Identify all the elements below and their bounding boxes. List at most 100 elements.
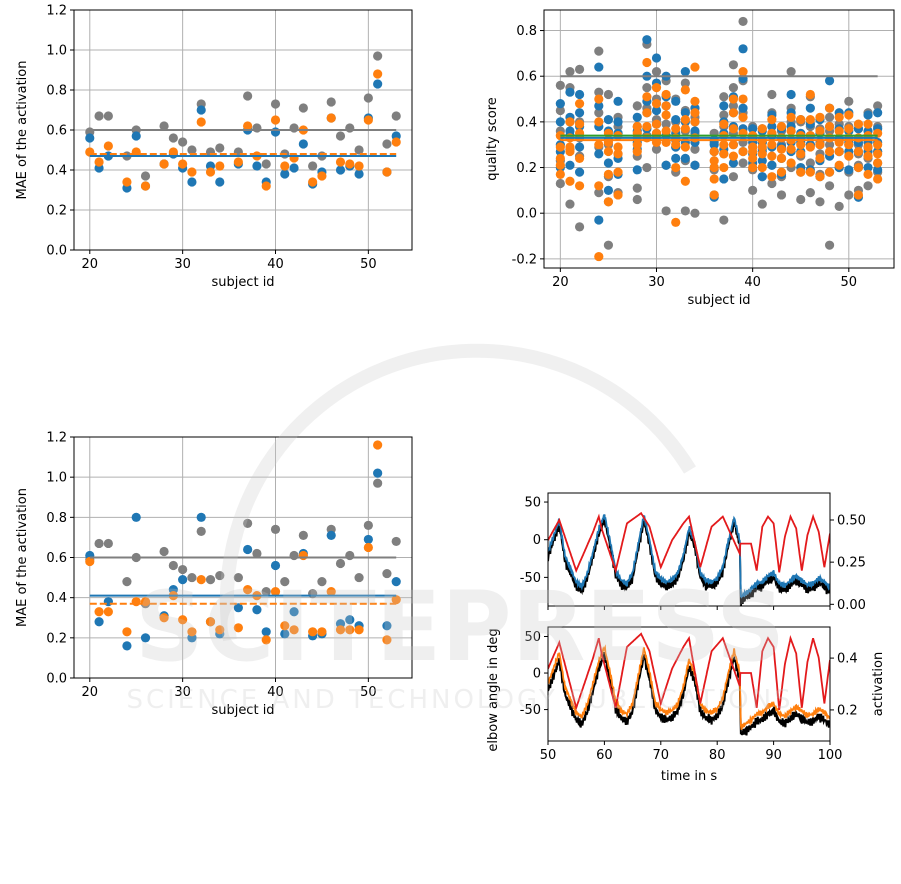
panel-lines	[548, 632, 830, 736]
data-point-grey	[651, 67, 662, 77]
data-point-orange	[178, 615, 188, 625]
data-point-blue	[594, 101, 604, 111]
data-point-orange	[335, 157, 346, 167]
data-point-orange	[815, 112, 825, 122]
data-point-orange	[796, 114, 806, 125]
data-point-grey	[603, 240, 614, 250]
y-tick-label: 0.2	[46, 631, 67, 646]
data-point-orange	[85, 556, 95, 567]
data-point-blue	[298, 139, 308, 149]
data-point-orange	[243, 121, 253, 131]
data-point-blue	[326, 530, 336, 541]
data-point-grey	[767, 89, 777, 100]
data-point-grey	[555, 178, 565, 189]
data-point-grey	[178, 564, 188, 575]
data-point-blue	[187, 177, 197, 187]
data-point-orange	[594, 251, 604, 262]
data-point-orange	[815, 172, 825, 182]
data-point-orange	[345, 625, 355, 635]
data-point-blue	[767, 121, 777, 132]
data-point-grey	[728, 60, 739, 70]
data-point-grey	[748, 185, 758, 195]
y-tick-label-left: 0	[533, 667, 541, 682]
x-tick-label: 40	[744, 275, 761, 290]
data-point-grey	[205, 574, 216, 585]
panel-2: -50 0 50 0.2 0.4 50 60 70 80 90 100	[520, 626, 858, 763]
data-point-orange	[382, 167, 392, 177]
data-point-orange	[565, 117, 575, 127]
data-point-grey	[574, 222, 585, 232]
data-point-grey	[215, 143, 225, 153]
data-point-grey	[632, 183, 642, 193]
data-point-orange	[853, 162, 864, 173]
data-point-orange	[728, 124, 739, 134]
data-point-blue	[757, 156, 767, 166]
data-point-grey	[805, 158, 815, 168]
data-point-grey	[252, 548, 262, 559]
data-point-orange	[215, 625, 225, 635]
data-point-orange	[738, 112, 748, 122]
data-point-orange	[873, 158, 883, 168]
y-tick-label: 1.0	[46, 471, 67, 486]
y-axis-label: quality score	[485, 97, 500, 181]
data-point-grey	[767, 178, 777, 189]
data-point-orange	[603, 169, 614, 179]
activation-line	[548, 632, 830, 711]
data-point-orange	[844, 140, 854, 150]
data-point-orange	[122, 627, 132, 637]
data-point-orange	[261, 635, 271, 645]
data-point-orange	[776, 153, 787, 164]
data-point-orange	[680, 142, 690, 152]
data-point-blue	[252, 605, 262, 615]
data-point-orange	[767, 140, 777, 150]
data-point-orange	[159, 159, 169, 169]
data-point-orange	[738, 146, 748, 157]
data-point-blue	[215, 177, 225, 187]
data-point-orange	[642, 121, 652, 132]
data-point-grey	[345, 550, 355, 561]
data-point-blue	[363, 534, 373, 545]
data-point-orange	[159, 613, 169, 623]
data-point-orange	[131, 597, 141, 607]
data-point-grey	[168, 560, 178, 571]
data-point-blue	[613, 96, 623, 106]
data-point-orange	[757, 124, 767, 134]
x-tick-label: 80	[709, 748, 726, 763]
data-point-blue	[680, 153, 690, 164]
data-point-blue	[603, 114, 614, 125]
data-point-orange	[748, 146, 758, 157]
x-tick-label: 50	[360, 257, 377, 272]
data-point-blue	[728, 158, 739, 168]
data-point-orange	[565, 176, 575, 186]
data-point-orange	[853, 190, 864, 200]
data-point-orange	[805, 114, 815, 125]
data-point-orange	[815, 153, 825, 164]
data-point-orange	[728, 94, 739, 104]
data-point-blue	[719, 174, 729, 184]
data-point-blue	[555, 99, 565, 109]
data-point-grey	[261, 159, 271, 169]
data-point-orange	[642, 108, 652, 118]
data-point-grey	[594, 188, 604, 198]
data-point-blue	[555, 117, 565, 127]
data-point-orange	[140, 181, 151, 191]
data-point-orange	[289, 625, 299, 635]
data-point-orange	[796, 167, 806, 177]
data-point-blue	[594, 62, 604, 72]
data-point-orange	[280, 161, 290, 171]
x-axis-label: subject id	[211, 275, 274, 290]
data-point-orange	[834, 112, 844, 122]
y-axis-label: MAE of the activation	[15, 61, 30, 200]
x-tick-label: 30	[174, 685, 191, 700]
y-tick-label-right: 0.4	[837, 652, 858, 667]
data-point-grey	[815, 197, 825, 207]
data-point-orange	[613, 190, 623, 200]
data-point-grey	[233, 572, 243, 583]
chart-bottom-left: 20 30 40 50 0.0 0.2 0.4 0.6 0.8 1.0 1.2 subject id M…	[15, 431, 413, 718]
data-point-blue	[863, 110, 873, 120]
data-point-orange	[373, 440, 383, 450]
x-tick-label: 20	[82, 685, 99, 700]
y-tick-label: 1.0	[46, 44, 67, 59]
data-point-blue	[594, 215, 604, 225]
measured-angle-line	[548, 514, 830, 606]
